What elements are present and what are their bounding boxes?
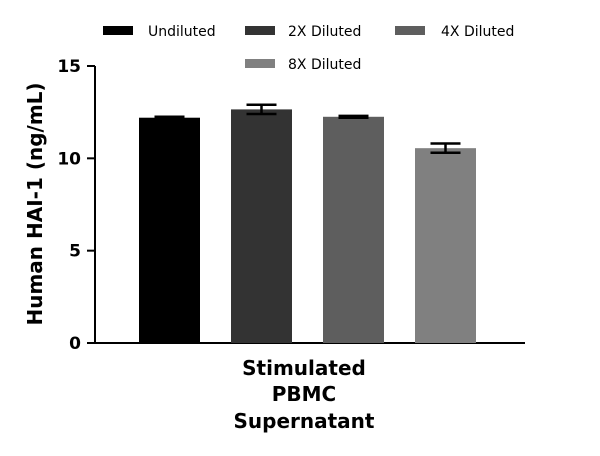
y-tick-label: 15 bbox=[57, 57, 81, 77]
bar-8x-diluted bbox=[415, 148, 476, 343]
legend-item: 2X Diluted bbox=[245, 24, 361, 40]
bar-4x-diluted bbox=[323, 116, 384, 344]
legend-label: 4X Diluted bbox=[441, 24, 514, 40]
error-bar bbox=[430, 142, 461, 155]
y-tick-label: 5 bbox=[69, 242, 81, 262]
legend-swatch bbox=[245, 59, 275, 68]
legend: Undiluted 2X Diluted 4X Diluted 8X Diluted bbox=[103, 24, 514, 73]
bar-2x-diluted bbox=[231, 109, 292, 343]
error-bar bbox=[154, 115, 185, 120]
y-axis-title: Human HAI-1 (ng/mL) bbox=[23, 82, 47, 325]
y-tick-label: 10 bbox=[57, 149, 81, 169]
legend-swatch bbox=[103, 26, 133, 35]
legend-item: Undiluted bbox=[103, 24, 216, 40]
bar-undiluted bbox=[139, 117, 200, 343]
category-label-line-3: Supernatant bbox=[234, 409, 375, 433]
bars bbox=[139, 109, 476, 344]
legend-item: 4X Diluted bbox=[395, 24, 514, 40]
category-label-line-1: Stimulated bbox=[242, 356, 366, 380]
legend-label: 2X Diluted bbox=[288, 24, 361, 40]
legend-swatch bbox=[245, 26, 275, 35]
category-label-line-2: PBMC bbox=[272, 382, 336, 406]
y-tick-label: 0 bbox=[69, 334, 81, 354]
error-bar bbox=[338, 114, 369, 119]
legend-label: Undiluted bbox=[148, 24, 216, 40]
legend-item: 8X Diluted bbox=[245, 57, 361, 73]
legend-label: 8X Diluted bbox=[288, 57, 361, 73]
error-bar bbox=[246, 103, 277, 116]
error-bars bbox=[154, 103, 461, 155]
legend-swatch bbox=[395, 26, 425, 35]
